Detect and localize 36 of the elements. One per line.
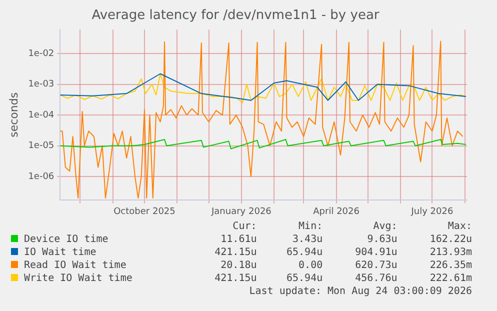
x-tick-label: January 2026 [210, 206, 272, 217]
text: 65.94u [286, 246, 324, 259]
y-tick-label: 1e-03 [28, 80, 54, 90]
legend-label: Device IO time [23, 233, 110, 246]
legend-label: Write IO Wait time [23, 272, 134, 285]
text: Last update: Mon Aug 24 03:00:09 2026 [248, 285, 473, 298]
text: 213.93m [428, 246, 473, 259]
chart-title: Average latency for /dev/nvme1n1 - by year [92, 8, 380, 24]
text: 0.00 [298, 259, 324, 272]
y-tick-label: 1e-04 [28, 110, 54, 120]
text: 65.94u [286, 272, 324, 285]
text: 222.61m [428, 272, 473, 285]
y-axis-title: seconds [7, 92, 20, 138]
text: 226.35m [428, 259, 473, 272]
text: 3.43u [292, 233, 324, 246]
text: 904.91u [354, 246, 398, 259]
text: 9.63u [366, 233, 398, 246]
text: Min: [298, 220, 324, 233]
text: 162.22u [428, 233, 473, 246]
text: 620.73u [354, 259, 398, 272]
y-tick-label: 1e-05 [28, 141, 54, 152]
y-tick-label: 1e-06 [28, 172, 54, 182]
x-tick-label: July 2026 [410, 206, 454, 217]
text: Avg: [372, 220, 398, 233]
text: Cur: [232, 220, 258, 233]
text: 20.18u [220, 259, 258, 272]
y-tick-label: 1e-02 [28, 48, 54, 59]
text: Max: [446, 220, 473, 233]
text: 11.61u [220, 233, 258, 246]
legend-label: IO Wait time [23, 246, 98, 259]
text: 456.76u [354, 272, 398, 285]
text: 421.15u [214, 272, 258, 285]
text: 421.15u [214, 246, 258, 259]
x-tick-label: October 2025 [114, 206, 176, 217]
legend-label: Read IO Wait time [23, 259, 128, 272]
x-tick-label: April 2026 [313, 206, 360, 217]
